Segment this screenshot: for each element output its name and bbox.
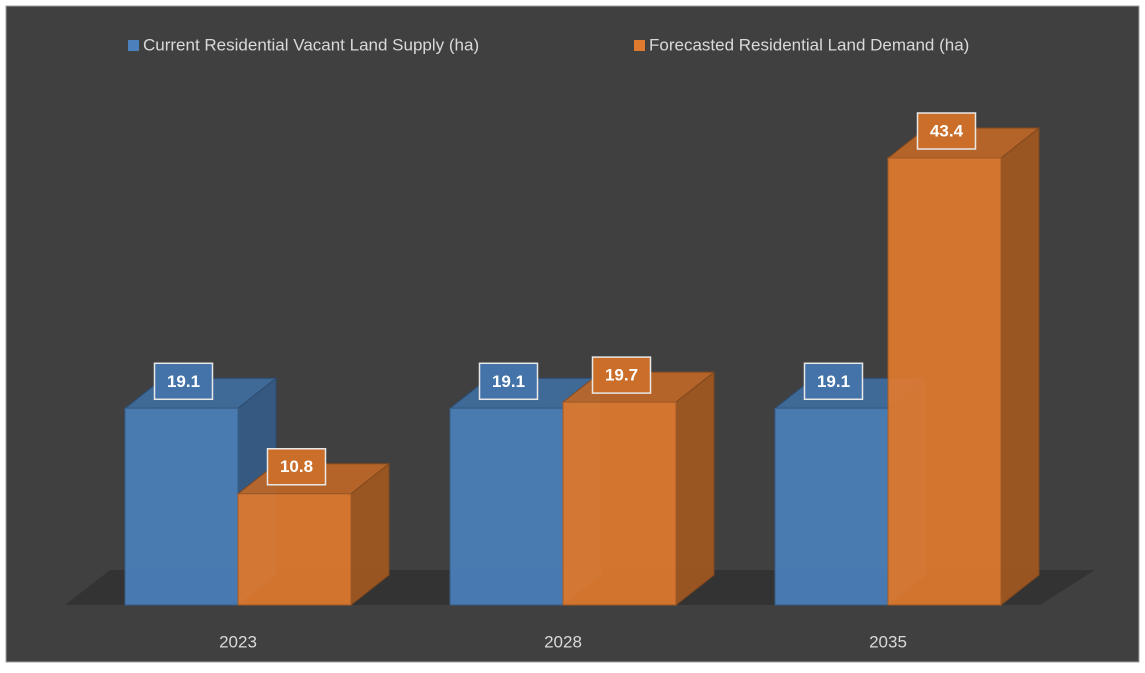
bar-front bbox=[562, 401, 677, 606]
value-label: 19.1 bbox=[167, 372, 200, 391]
legend-label: Current Residential Vacant Land Supply (… bbox=[143, 35, 479, 54]
bar bbox=[561, 371, 716, 607]
bar bbox=[886, 126, 1041, 607]
legend-swatch bbox=[634, 40, 645, 51]
value-label-box bbox=[266, 448, 327, 486]
value-label-box bbox=[153, 362, 214, 401]
value-label: 43.4 bbox=[930, 121, 964, 140]
bar-front bbox=[237, 493, 352, 606]
bar-side bbox=[675, 371, 715, 607]
value-label-box bbox=[591, 356, 652, 394]
x-tick-label: 2023 bbox=[219, 632, 257, 651]
legend-swatch bbox=[128, 40, 139, 51]
value-label-box bbox=[478, 362, 539, 401]
value-label-box bbox=[803, 362, 864, 401]
x-tick-label: 2028 bbox=[544, 632, 582, 651]
value-label-box bbox=[916, 112, 977, 150]
bar-front bbox=[124, 407, 239, 606]
value-label: 19.7 bbox=[605, 366, 638, 385]
bar-front bbox=[449, 407, 564, 606]
bar-front bbox=[887, 157, 1002, 606]
bar-front bbox=[774, 407, 889, 606]
value-label: 19.1 bbox=[492, 372, 525, 391]
legend-label: Forecasted Residential Land Demand (ha) bbox=[649, 35, 969, 54]
x-tick-label: 2035 bbox=[869, 632, 907, 651]
value-label: 10.8 bbox=[280, 457, 313, 476]
value-label: 19.1 bbox=[817, 372, 850, 391]
bar-side bbox=[1000, 126, 1040, 607]
